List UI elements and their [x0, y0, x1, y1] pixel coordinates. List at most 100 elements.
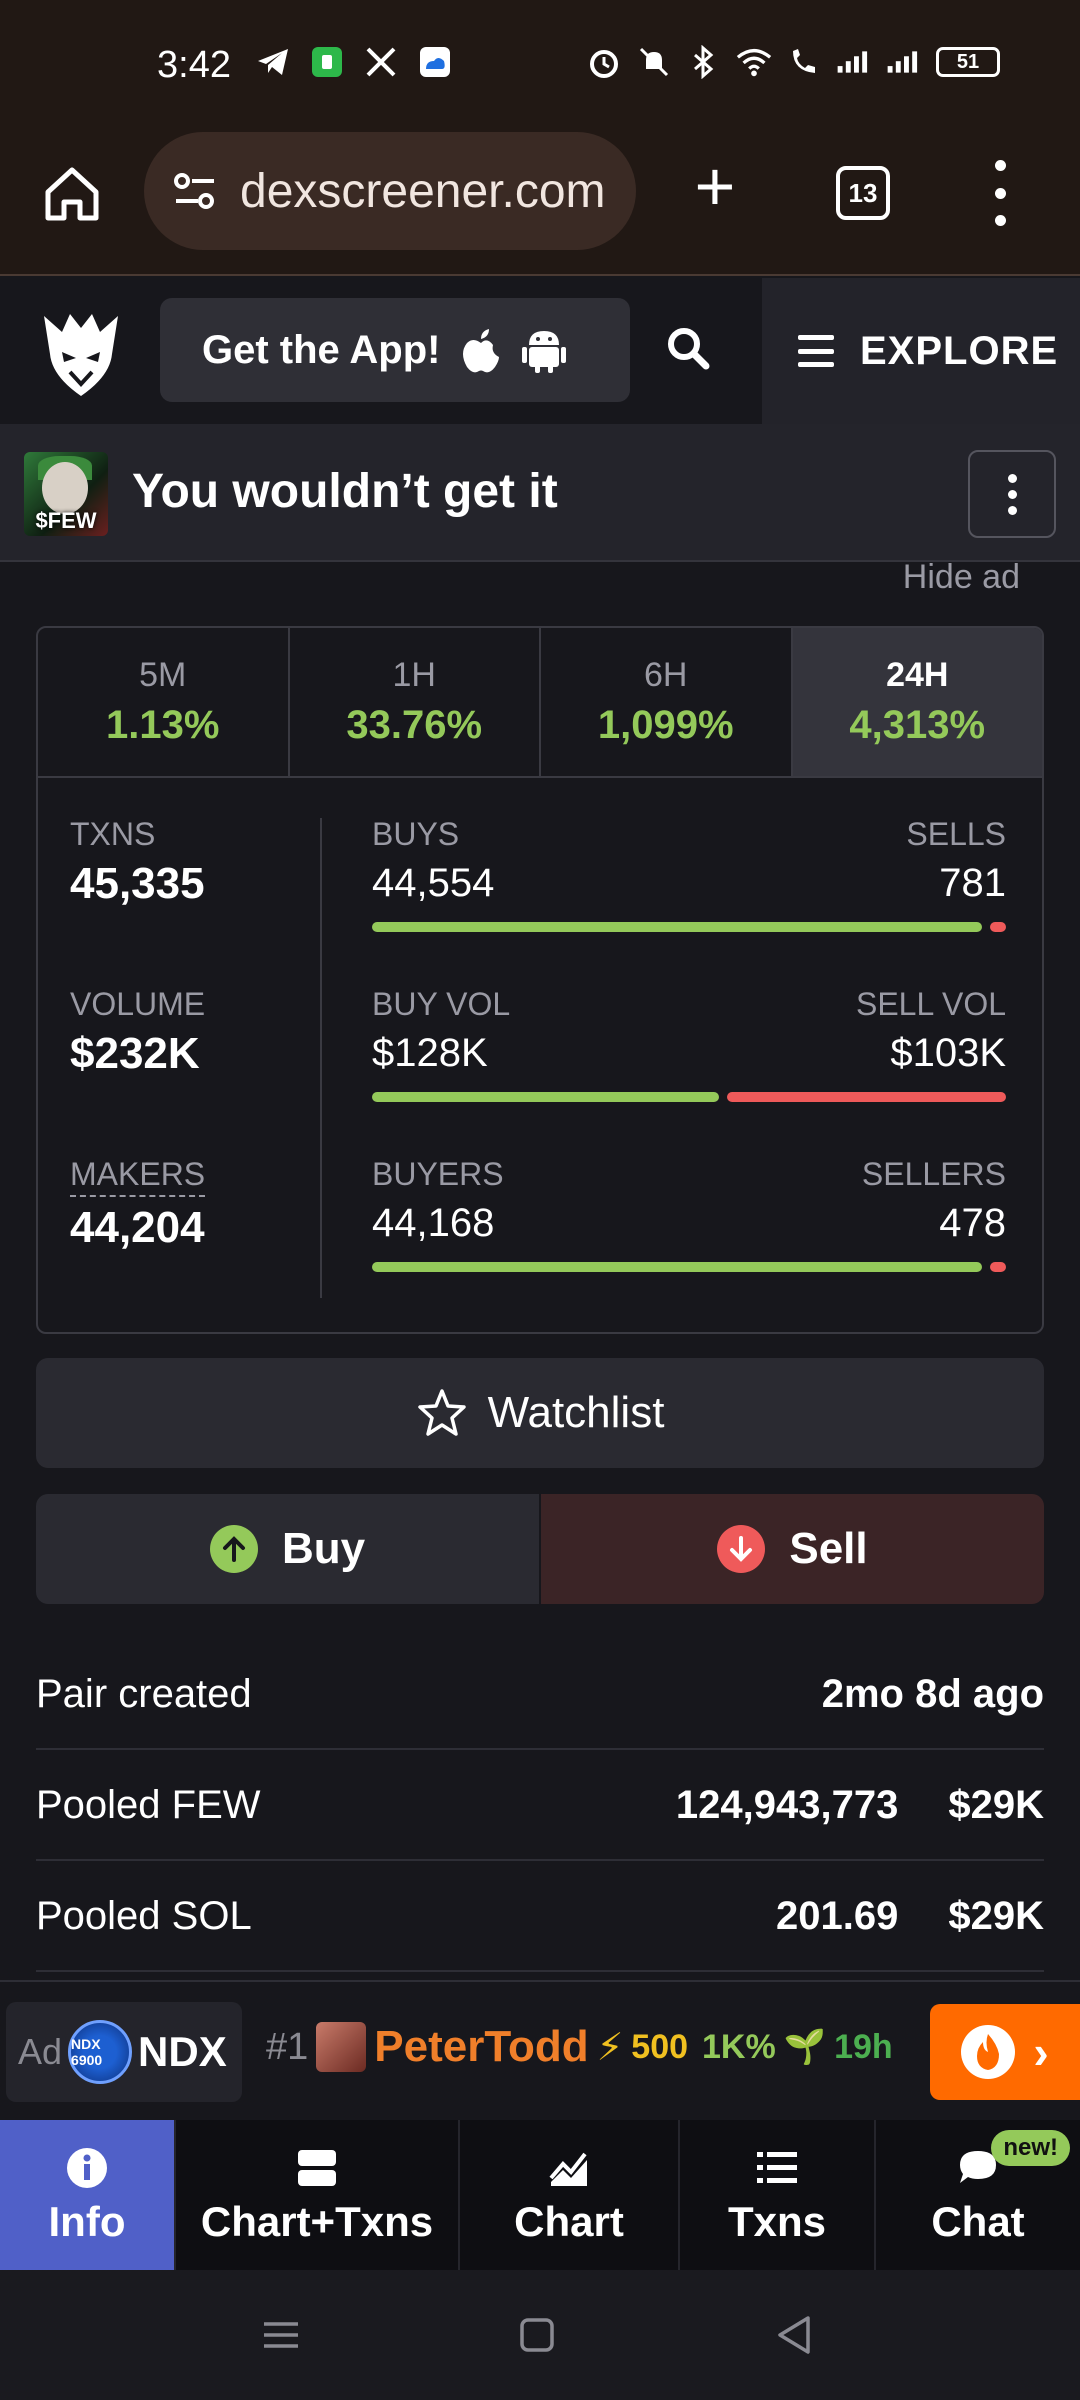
watchlist-label: Watchlist: [487, 1388, 665, 1437]
battery-icon: 51: [936, 47, 1000, 77]
chart-icon: [545, 2144, 593, 2192]
pooled-few-row: Pooled FEW 124,943,773 $29K: [36, 1751, 1044, 1861]
buy-portion: [372, 922, 982, 932]
buys-value: 44,554: [372, 861, 495, 905]
sell-button[interactable]: Sell: [541, 1494, 1044, 1604]
notification-icons: [255, 44, 453, 80]
back-icon[interactable]: [770, 2310, 820, 2360]
buy-portion: [372, 1092, 719, 1102]
token-header: $FEW You wouldn’t get it: [0, 424, 1080, 562]
browser-menu-icon[interactable]: [985, 160, 1015, 226]
signal-icon-2: [886, 44, 922, 80]
token-more-options-icon[interactable]: [968, 450, 1056, 538]
ticker-rank: #1: [266, 2025, 309, 2068]
info-usd-value: $29K: [948, 1782, 1044, 1827]
tab-change-value: 4,313%: [849, 703, 986, 747]
nav-label: Info: [48, 2198, 126, 2245]
status-bar: 3:42: [0, 0, 1080, 130]
tab-1h[interactable]: 1H 33.76%: [290, 628, 541, 776]
home-icon[interactable]: [36, 158, 108, 230]
ticker-boost: 500: [631, 2027, 689, 2066]
hide-ad-link[interactable]: Hide ad: [902, 558, 1020, 596]
sell-label: Sell: [789, 1524, 868, 1573]
nav-chart[interactable]: Chart: [460, 2120, 680, 2270]
buys-label: BUYS: [372, 816, 460, 852]
explore-menu-button[interactable]: EXPLORE: [762, 278, 1080, 424]
bolt-icon: ⚡: [596, 2026, 624, 2069]
pair-created-row: Pair created 2mo 8d ago: [36, 1640, 1044, 1750]
tab-label: 24H: [886, 656, 949, 694]
volume-value: $232K: [70, 1029, 200, 1078]
buy-label: Buy: [281, 1524, 366, 1573]
makers-label[interactable]: MAKERS: [70, 1156, 206, 1197]
tab-switcher-button[interactable]: 13: [836, 166, 890, 220]
token-avatar: $FEW: [24, 452, 108, 536]
sell-portion: [990, 922, 1006, 932]
sellers-label: SELLERS: [861, 1156, 1006, 1192]
trade-buttons: Buy Sell: [36, 1494, 1044, 1604]
ad-ticker-bar: Ad NDX 6900 NDX #1 PeterTodd ⚡ 500 1K% 🌱…: [0, 1980, 1080, 2120]
nav-label: Chat: [931, 2198, 1025, 2245]
watchlist-button[interactable]: Watchlist: [36, 1358, 1044, 1468]
ratio-bar: [372, 1092, 1006, 1102]
recent-apps-icon[interactable]: [256, 2310, 306, 2360]
ticker-avatar: [316, 2022, 367, 2072]
home-nav-icon[interactable]: [512, 2310, 562, 2360]
tab-24h[interactable]: 24H 4,313%: [792, 628, 1042, 776]
tab-6h[interactable]: 6H 1,099%: [541, 628, 793, 776]
tab-5m[interactable]: 5M 1.13%: [38, 628, 290, 776]
telegram-icon: [255, 44, 291, 80]
x-icon: [363, 44, 399, 80]
nav-txns[interactable]: Txns: [680, 2120, 876, 2270]
search-icon[interactable]: [664, 324, 712, 372]
alarm-icon: [586, 44, 622, 80]
info-label: Pooled SOL: [36, 1893, 252, 1938]
sprout-icon: 🌱: [783, 2028, 827, 2066]
get-the-app-button[interactable]: Get the App!: [160, 298, 630, 402]
pooled-sol-row: Pooled SOL 201.69 $29K: [36, 1862, 1044, 1972]
ratio-bar: [372, 922, 1006, 932]
ad-sponsor[interactable]: Ad NDX 6900 NDX: [6, 2002, 242, 2102]
nav-chat[interactable]: new! Chat: [876, 2120, 1080, 2270]
arrow-down-icon: [717, 1525, 766, 1573]
tab-change-value: 1,099%: [597, 703, 734, 747]
browser-toolbar: dexscreener.com + 13: [0, 130, 1080, 276]
dexscreener-logo-icon[interactable]: [40, 306, 122, 400]
nav-chart-txns[interactable]: Chart+Txns: [176, 2120, 460, 2270]
tab-label: 1H: [392, 656, 436, 694]
site-settings-icon[interactable]: [172, 168, 218, 214]
buyers-label: BUYERS: [372, 1156, 504, 1192]
buyers-sellers-bar: BUYERS SELLERS 44,168 478: [372, 1156, 1006, 1272]
trending-button[interactable]: ›: [930, 2004, 1080, 2100]
new-tab-icon[interactable]: +: [694, 147, 736, 225]
info-value: 124,943,773: [675, 1782, 899, 1827]
makers-stat: MAKERS 44,204: [70, 1156, 206, 1253]
apple-icon: [462, 329, 499, 373]
volume-label: VOLUME: [70, 986, 206, 1022]
trending-ticker-item[interactable]: #1 PeterTodd ⚡ 500 1K% 🌱 19h: [266, 2022, 893, 2072]
nav-label: Txns: [727, 2198, 827, 2245]
explore-label: EXPLORE: [860, 328, 1059, 373]
fire-icon: [961, 2025, 1016, 2079]
tab-label: 5M: [139, 656, 187, 694]
system-icons: 51: [586, 44, 1000, 80]
list-icon: [753, 2144, 801, 2192]
ad-tag: Ad: [18, 2031, 63, 2072]
url-text: dexscreener.com: [240, 164, 606, 218]
address-bar[interactable]: dexscreener.com: [144, 132, 636, 250]
mute-icon: [636, 44, 672, 80]
buy-vol-label: BUY VOL: [372, 986, 511, 1022]
sell-vol-value: $103K: [890, 1031, 1006, 1075]
chat-icon: [954, 2144, 1002, 2192]
signal-icon: [836, 44, 872, 80]
tab-change-value: 1.13%: [106, 703, 220, 747]
buy-button[interactable]: Buy: [36, 1494, 541, 1604]
tab-change-value: 33.76%: [346, 703, 483, 747]
info-label: Pair created: [36, 1671, 252, 1716]
app-notification-icon: [309, 44, 345, 80]
makers-value: 44,204: [70, 1203, 205, 1252]
info-value: 201.69: [776, 1893, 899, 1938]
nav-label: Chart+Txns: [200, 2198, 434, 2245]
sell-portion: [990, 1262, 1006, 1272]
nav-info[interactable]: Info: [0, 2120, 176, 2270]
